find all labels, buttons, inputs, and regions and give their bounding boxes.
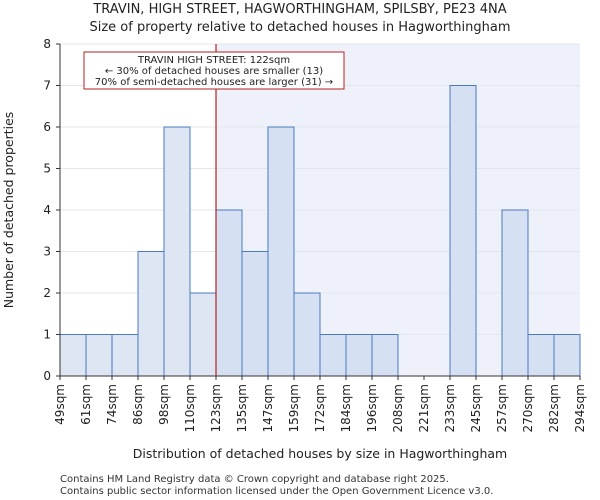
y-tick-label: 3: [43, 245, 51, 259]
chart-title: TRAVIN, HIGH STREET, HAGWORTHINGHAM, SPI…: [92, 2, 506, 17]
bar: [319, 334, 347, 377]
bar: [553, 334, 581, 377]
bar: [215, 209, 243, 377]
x-tick-label: 245sqm: [469, 384, 483, 432]
x-tick-label: 221sqm: [417, 384, 431, 432]
x-tick-label: 135sqm: [235, 384, 249, 432]
x-tick-label: 282sqm: [547, 384, 561, 432]
chart-subtitle: Size of property relative to detached ho…: [89, 20, 510, 35]
y-tick-label: 7: [43, 79, 51, 93]
y-tick-label: 4: [43, 203, 51, 217]
footer-line-1: Contains HM Land Registry data © Crown c…: [60, 474, 449, 485]
bar: [449, 85, 477, 377]
x-tick-label: 257sqm: [495, 384, 509, 432]
y-tick-label: 2: [43, 286, 51, 300]
annotation-line: TRAVIN HIGH STREET: 122sqm: [137, 55, 290, 66]
bar: [163, 126, 191, 377]
x-tick-label: 270sqm: [521, 384, 535, 432]
y-tick-label: 1: [43, 328, 51, 342]
x-tick-label: 123sqm: [209, 384, 223, 432]
x-tick-label: 61sqm: [79, 384, 93, 425]
x-tick-label: 98sqm: [157, 384, 171, 425]
x-tick-label: 110sqm: [183, 384, 197, 432]
x-axis-label: Distribution of detached houses by size …: [133, 446, 507, 461]
y-tick-label: 0: [43, 369, 51, 383]
x-tick-label: 208sqm: [391, 384, 405, 432]
x-tick-label: 294sqm: [573, 384, 587, 432]
x-tick-label: 233sqm: [443, 384, 457, 432]
bar: [527, 334, 555, 377]
bar: [111, 334, 139, 377]
plot-area: 0 1 2 3 4 5 6 7 8 49sqm 61sqm 74sqm 86sqm 98sqm 110sqm…: [43, 37, 587, 432]
bar: [345, 334, 373, 377]
bar: [137, 251, 165, 377]
bar: [293, 292, 321, 377]
x-tick-label: 74sqm: [105, 384, 119, 425]
x-tick-label: 49sqm: [53, 384, 67, 425]
bar: [85, 334, 113, 377]
annotation-box: [83, 51, 345, 90]
bar: [59, 334, 87, 377]
y-axis-label: Number of detached properties: [1, 112, 16, 309]
x-tick-label: 196sqm: [365, 384, 379, 432]
x-tick-label: 147sqm: [261, 384, 275, 432]
bar: [501, 209, 529, 377]
x-tick-label: 184sqm: [339, 384, 353, 432]
x-tick-label: 86sqm: [131, 384, 145, 425]
annotation-line: ← 30% of detached houses are smaller (13…: [105, 66, 323, 77]
footer-line-2: Contains public sector information licen…: [60, 486, 493, 497]
y-tick-label: 8: [43, 37, 51, 51]
y-tick-label: 5: [43, 162, 51, 176]
bar: [189, 292, 217, 377]
x-tick-label: 159sqm: [287, 384, 301, 432]
y-tick-label: 6: [43, 120, 51, 134]
bar: [371, 334, 399, 377]
bar: [267, 126, 295, 377]
bar: [241, 251, 269, 377]
x-tick-label: 172sqm: [313, 384, 327, 432]
annotation-line: 70% of semi-detached houses are larger (…: [95, 77, 333, 88]
